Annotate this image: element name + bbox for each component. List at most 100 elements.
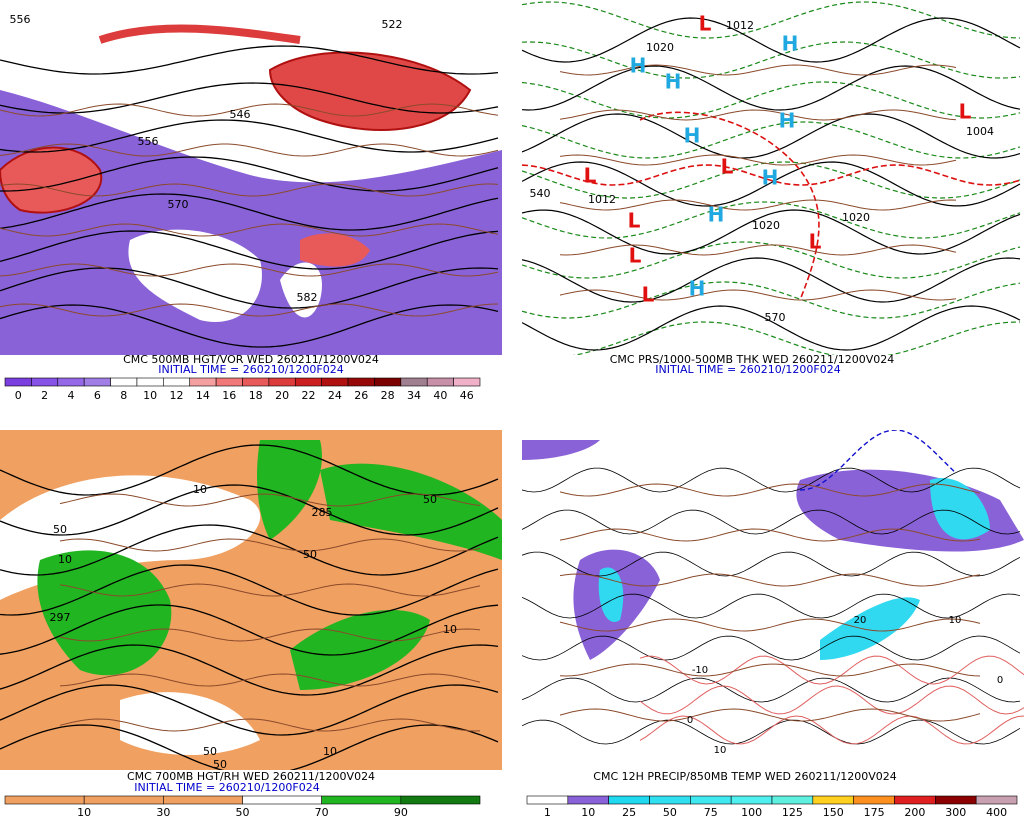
map-shape	[522, 440, 600, 460]
map-label: 10	[443, 623, 457, 636]
map-shape	[522, 305, 1021, 351]
map-label: 570	[168, 198, 189, 211]
colorbar-label: 1	[544, 806, 551, 819]
map-label: 1004	[966, 125, 994, 138]
colorbar-label: 14	[196, 389, 210, 402]
map-shape	[572, 321, 1021, 355]
map-shape	[0, 183, 499, 197]
map-shape	[0, 223, 499, 237]
colorbar-swatch	[894, 795, 936, 805]
map-shape	[559, 483, 981, 497]
map-shape	[0, 484, 499, 536]
map-shape	[0, 103, 499, 117]
map-label: 1020	[842, 211, 870, 224]
map-label: H	[708, 203, 725, 227]
map-shape	[522, 467, 1021, 493]
map-shape	[522, 17, 1021, 63]
map-shape	[522, 161, 1021, 199]
colorbar-swatch	[163, 795, 243, 805]
map-label: L	[584, 164, 597, 188]
map-label: H	[689, 277, 706, 301]
map-shape	[639, 111, 820, 301]
colorbar-label: 50	[236, 806, 250, 819]
colorbar-label: 20	[275, 389, 289, 402]
map-shape	[0, 267, 499, 309]
colorbar-swatch	[242, 795, 322, 805]
map-shape	[98, 24, 301, 44]
colorbar-swatch	[771, 795, 814, 805]
colorbar-swatch	[975, 795, 1018, 805]
map-shape	[522, 201, 1021, 239]
map-shape	[59, 673, 481, 687]
map-shape	[37, 550, 172, 676]
map-label: 582	[297, 291, 318, 304]
map-shape	[522, 65, 1021, 111]
colorbar-swatch	[567, 795, 609, 805]
map-shape	[268, 51, 472, 131]
colorbar-swatch	[57, 377, 85, 387]
colorbar-swatch	[31, 377, 59, 387]
colorbar-label: 6	[94, 389, 101, 402]
map-shape	[522, 257, 1021, 303]
colorbar-swatch	[935, 795, 977, 805]
map-label: 0	[997, 675, 1003, 686]
colorbar-swatch	[812, 795, 854, 805]
colorbar-swatch	[4, 795, 85, 805]
map-shape	[799, 430, 957, 491]
map-label: 570	[765, 311, 786, 324]
map-label: 10	[949, 615, 962, 626]
colorbar-label: 10	[581, 806, 595, 819]
colorbar-swatch	[294, 377, 322, 387]
map-shape	[0, 644, 499, 696]
map-shape	[120, 692, 260, 755]
colorbar-swatch	[400, 795, 481, 805]
map-label: 1020	[752, 219, 780, 232]
colorbar-swatch	[83, 795, 164, 805]
map-shape	[59, 583, 481, 597]
map-shape	[59, 718, 481, 732]
colorbar-swatch	[374, 377, 402, 387]
colorbar-label: 75	[704, 806, 718, 819]
map-shape	[559, 573, 981, 587]
colorbar-label: 18	[249, 389, 263, 402]
colorbar-swatch	[242, 377, 270, 387]
colorbar-label: 2	[41, 389, 48, 402]
map-shape	[0, 524, 499, 576]
colorbar-label: 175	[864, 806, 885, 819]
map-shape	[522, 113, 1021, 159]
map-shape	[59, 628, 481, 642]
colorbar-swatch	[608, 795, 650, 805]
map-shape	[522, 161, 1021, 207]
map-label: 556	[138, 135, 159, 148]
colorbar-label: 0	[15, 389, 22, 402]
map-label: 10	[714, 745, 727, 756]
colorbar-swatch	[453, 377, 481, 387]
colorbar-label: 25	[622, 806, 636, 819]
colorbar-swatch	[110, 377, 138, 387]
map-label: 285	[312, 506, 333, 519]
map-shape	[522, 209, 1021, 255]
map-shape	[0, 90, 502, 355]
panel-caption: CMC PRS/1000-500MB THK WED 260211/1200V0…	[610, 353, 895, 366]
map-label: 540	[530, 187, 551, 200]
colorbar-swatch	[268, 377, 296, 387]
colorbar-swatch	[730, 795, 773, 805]
map-label: L	[721, 155, 734, 179]
map-label: 556	[10, 13, 31, 26]
colorbar-swatch	[526, 795, 569, 805]
map-shape	[0, 303, 499, 317]
map-label: 20	[854, 615, 867, 626]
map-shape	[559, 528, 981, 542]
colorbar-label: 28	[381, 389, 395, 402]
colorbar-label: 16	[222, 389, 236, 402]
map-shape	[559, 109, 957, 121]
colorbar-label: 100	[741, 806, 762, 819]
map-shape	[0, 304, 499, 348]
map-shape	[0, 45, 499, 75]
colorbar-label: 10	[143, 389, 157, 402]
map-shape	[0, 604, 499, 656]
colorbar-label: 400	[986, 806, 1007, 819]
map-shape	[0, 119, 499, 153]
